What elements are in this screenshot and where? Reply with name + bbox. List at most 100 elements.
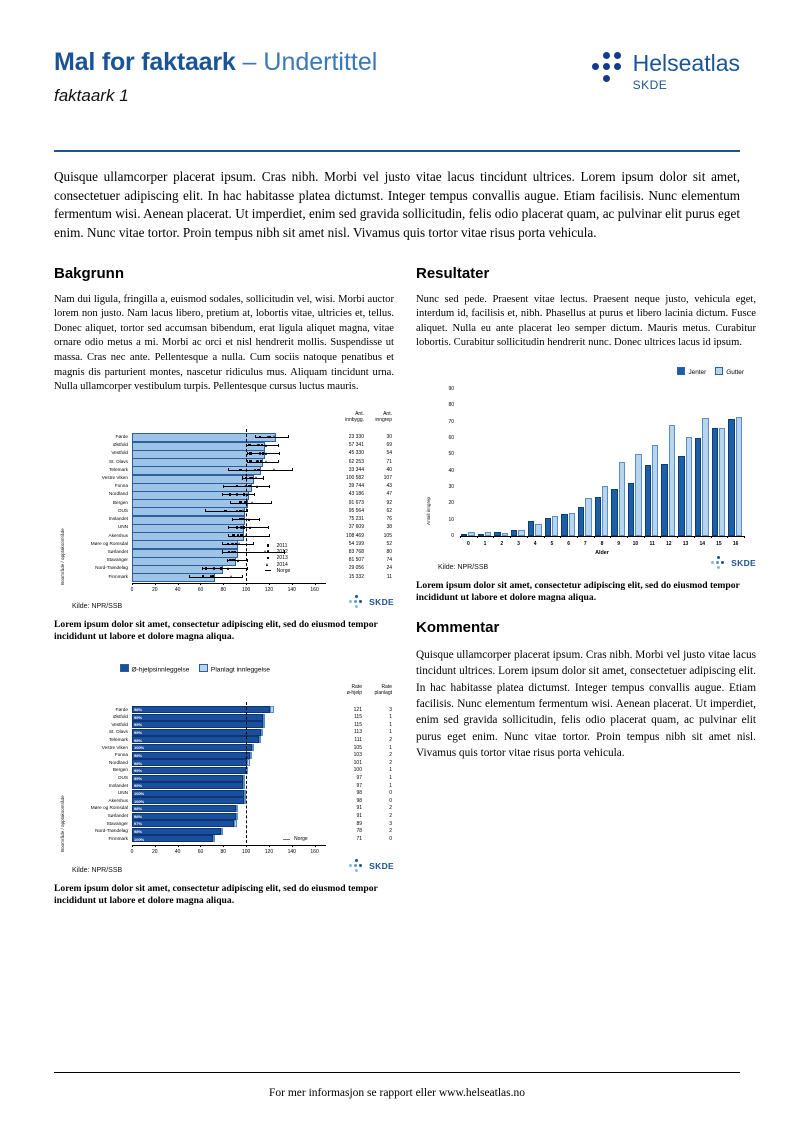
stacked-row-label: Telemark [108, 736, 128, 742]
grouped-bar-y-ticklabel: 30 [448, 483, 454, 490]
forest-ci-cap [247, 509, 249, 513]
grouped-bar-x-ticklabel: 11 [649, 540, 655, 547]
forest-x-tickmark [177, 582, 179, 586]
forest-value-innbygg: 29 056 [348, 565, 364, 572]
stacked-bar-legend-swatch [120, 663, 129, 673]
stacked-value-akutt: 103 [353, 752, 362, 759]
grouped-bar-x-tickmark [493, 535, 495, 539]
grouped-bar-y-ticklabel: 60 [448, 434, 454, 441]
forest-marker [211, 575, 215, 578]
grouped-bar-rect [577, 506, 585, 536]
grouped-bar-x-ticklabel: 12 [666, 540, 672, 547]
forest-value-innbygg: 43 186 [348, 491, 364, 498]
stacked-value-planlagt: 1 [389, 729, 392, 736]
stacked-row-label: OUS [117, 775, 128, 781]
grouped-bar-rect [711, 428, 718, 536]
forest-ci-cap [268, 533, 270, 538]
forest-marker [257, 468, 260, 471]
forest-ci-cap [278, 459, 279, 464]
forest-x-ticklabel: 160 [310, 586, 319, 593]
stacked-bar-legend-item: Planlagt innleggelse [199, 663, 270, 673]
forest-value-inngrep: 76 [386, 516, 392, 523]
stacked-x-ticklabel: 40 [174, 848, 181, 855]
stacked-value-planlagt: 2 [389, 813, 392, 820]
forest-ci-cap [205, 509, 206, 513]
stacked-row-label: Bergen [112, 767, 128, 773]
stacked-seg-akutt [132, 721, 264, 729]
stacked-x-tickmark [200, 844, 202, 848]
forest-value-inngrep: 24 [386, 565, 392, 572]
forest-value-innbygg: 83 768 [348, 549, 364, 556]
forest-row-label: Vestre Viken [101, 475, 128, 481]
forest-value-innbygg: 57 341 [348, 442, 364, 449]
stacked-seg-planlagt [258, 736, 261, 744]
stacked-x-ticklabel: 0 [130, 848, 134, 855]
forest-marker [233, 550, 236, 554]
stacked-seg-planlagt [247, 759, 250, 767]
skde-watermark-label-2: SKDE [731, 558, 756, 569]
stacked-col-header-1b: ø-hjelp [346, 689, 362, 696]
forest-reference-line [246, 428, 248, 581]
stacked-seg-akutt [132, 835, 214, 843]
forest-marker [249, 452, 252, 455]
grouped-bar-x-ticklabel: 2 [500, 540, 504, 547]
skde-watermark-2: SKDE [711, 555, 756, 571]
forest-ci-cap [227, 468, 229, 472]
forest-ci-cap [222, 542, 223, 546]
forest-marker [236, 534, 240, 537]
stacked-pct-label: 97% [134, 821, 143, 827]
forest-ci-line [222, 543, 253, 545]
forest-ci-line [247, 461, 279, 463]
stacked-seg-akutt [132, 736, 259, 744]
grouped-bar-rect [501, 533, 509, 536]
stacked-seg-akutt [132, 728, 261, 736]
forest-marker [265, 459, 268, 463]
forest-marker [244, 501, 248, 504]
right-column: Resultater Nunc sed pede. Praesent vitae… [416, 265, 756, 917]
grouped-bar-y-ticklabel: 70 [448, 418, 454, 425]
forest-ci-cap [267, 525, 269, 529]
stacked-seg-akutt [132, 827, 221, 835]
chart-admission-stacked: Boområde / opptaksområde Ø-hjelpsinnlegg… [54, 663, 394, 874]
forest-ci-line [255, 436, 289, 438]
stacked-value-planlagt: 2 [389, 828, 392, 835]
forest-x-tickmark [314, 582, 316, 586]
forest-ci-line [230, 502, 272, 504]
stacked-value-akutt: 97 [356, 782, 362, 789]
stacked-row-label: Vestfold [111, 721, 128, 727]
stacked-value-planlagt: 1 [389, 782, 392, 789]
forest-row-label: Telemark [108, 466, 128, 472]
forest-value-innbygg: 39 744 [348, 483, 364, 490]
forest-marker [234, 542, 238, 545]
forest-x-ticklabel: 20 [152, 586, 158, 593]
forest-ci-cap [201, 566, 203, 571]
stacked-seg-planlagt [235, 804, 239, 812]
grouped-bar-legend: Jenter Gutter [677, 366, 744, 376]
grouped-bar-rect [551, 515, 559, 536]
stacked-norge-marker [282, 838, 290, 840]
grouped-bar-rect [461, 533, 468, 536]
grouped-bar-legend-item: Jenter [677, 366, 706, 376]
forest-legend-label: Norge [276, 567, 291, 574]
stacked-row-label: Fonna [114, 752, 128, 758]
stacked-bar-legend-item: Ø-hjelpsinnleggelse [120, 663, 189, 673]
stacked-x-ticklabel: 60 [197, 848, 204, 855]
forest-row-label: Østfold [113, 442, 128, 448]
stacked-seg-akutt [132, 804, 236, 812]
forest-marker [204, 567, 208, 570]
grouped-bar-rect [544, 517, 551, 536]
forest-x-tickmark [223, 582, 224, 586]
stacked-value-planlagt: 1 [389, 744, 392, 751]
forest-value-inngrep: 54 [386, 450, 392, 457]
stacked-value-akutt: 71 [356, 835, 362, 842]
stacked-seg-akutt [132, 751, 250, 759]
forest-ci-cap [254, 492, 255, 497]
grouped-bar-x-tickmark [727, 535, 728, 539]
stacked-seg-planlagt [233, 820, 237, 828]
forest-marker [257, 443, 260, 447]
forest-legend-marker [265, 570, 272, 571]
forest-ci-cap [279, 451, 280, 455]
forest-ci-cap [247, 566, 249, 571]
skde-watermark-1: SKDE [349, 594, 394, 610]
stacked-seg-planlagt [263, 721, 266, 729]
